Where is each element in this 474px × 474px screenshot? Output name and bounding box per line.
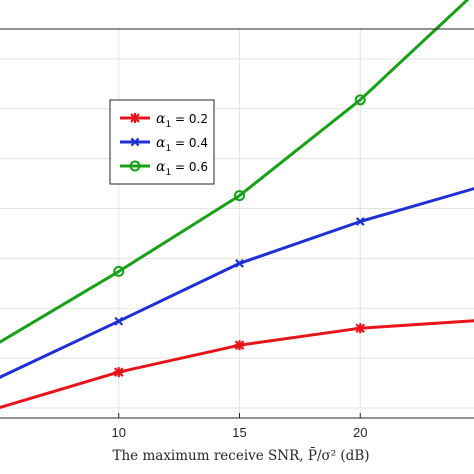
data-point <box>114 316 124 326</box>
series-line <box>0 319 474 409</box>
data-point <box>113 265 125 277</box>
x-tick-labels: 10 15 20 <box>112 425 368 440</box>
data-point <box>129 160 141 172</box>
data-point <box>354 94 366 106</box>
x-tick-label: 20 <box>353 425 367 440</box>
series-line <box>0 0 470 344</box>
x-tick-label: 10 <box>112 425 126 440</box>
legend-item: α1 = 0.4 <box>120 135 208 154</box>
legend: α1 = 0.2 α1 = 0.4 α1 = 0.6 <box>109 99 215 185</box>
legend-label: α1 = 0.4 <box>156 135 208 154</box>
legend-label: α1 = 0.2 <box>156 111 208 130</box>
legend-item: α1 = 0.2 <box>120 111 208 130</box>
series-line <box>0 187 474 379</box>
data-point <box>234 190 245 202</box>
data-point <box>234 340 245 351</box>
legend-item: α1 = 0.6 <box>120 159 208 178</box>
series-lines <box>0 0 474 409</box>
legend-label: α1 = 0.6 <box>156 159 208 178</box>
data-point <box>355 323 366 334</box>
data-point <box>355 217 365 226</box>
grid-lines <box>0 29 474 418</box>
data-point <box>130 137 140 147</box>
plot-axes <box>0 28 474 419</box>
data-point <box>113 367 124 378</box>
data-point <box>235 259 244 268</box>
x-axis-label: The maximum receive SNR, P̄/σ² (dB) <box>112 448 369 464</box>
data-point <box>130 113 140 123</box>
x-tick-label: 15 <box>232 425 246 440</box>
